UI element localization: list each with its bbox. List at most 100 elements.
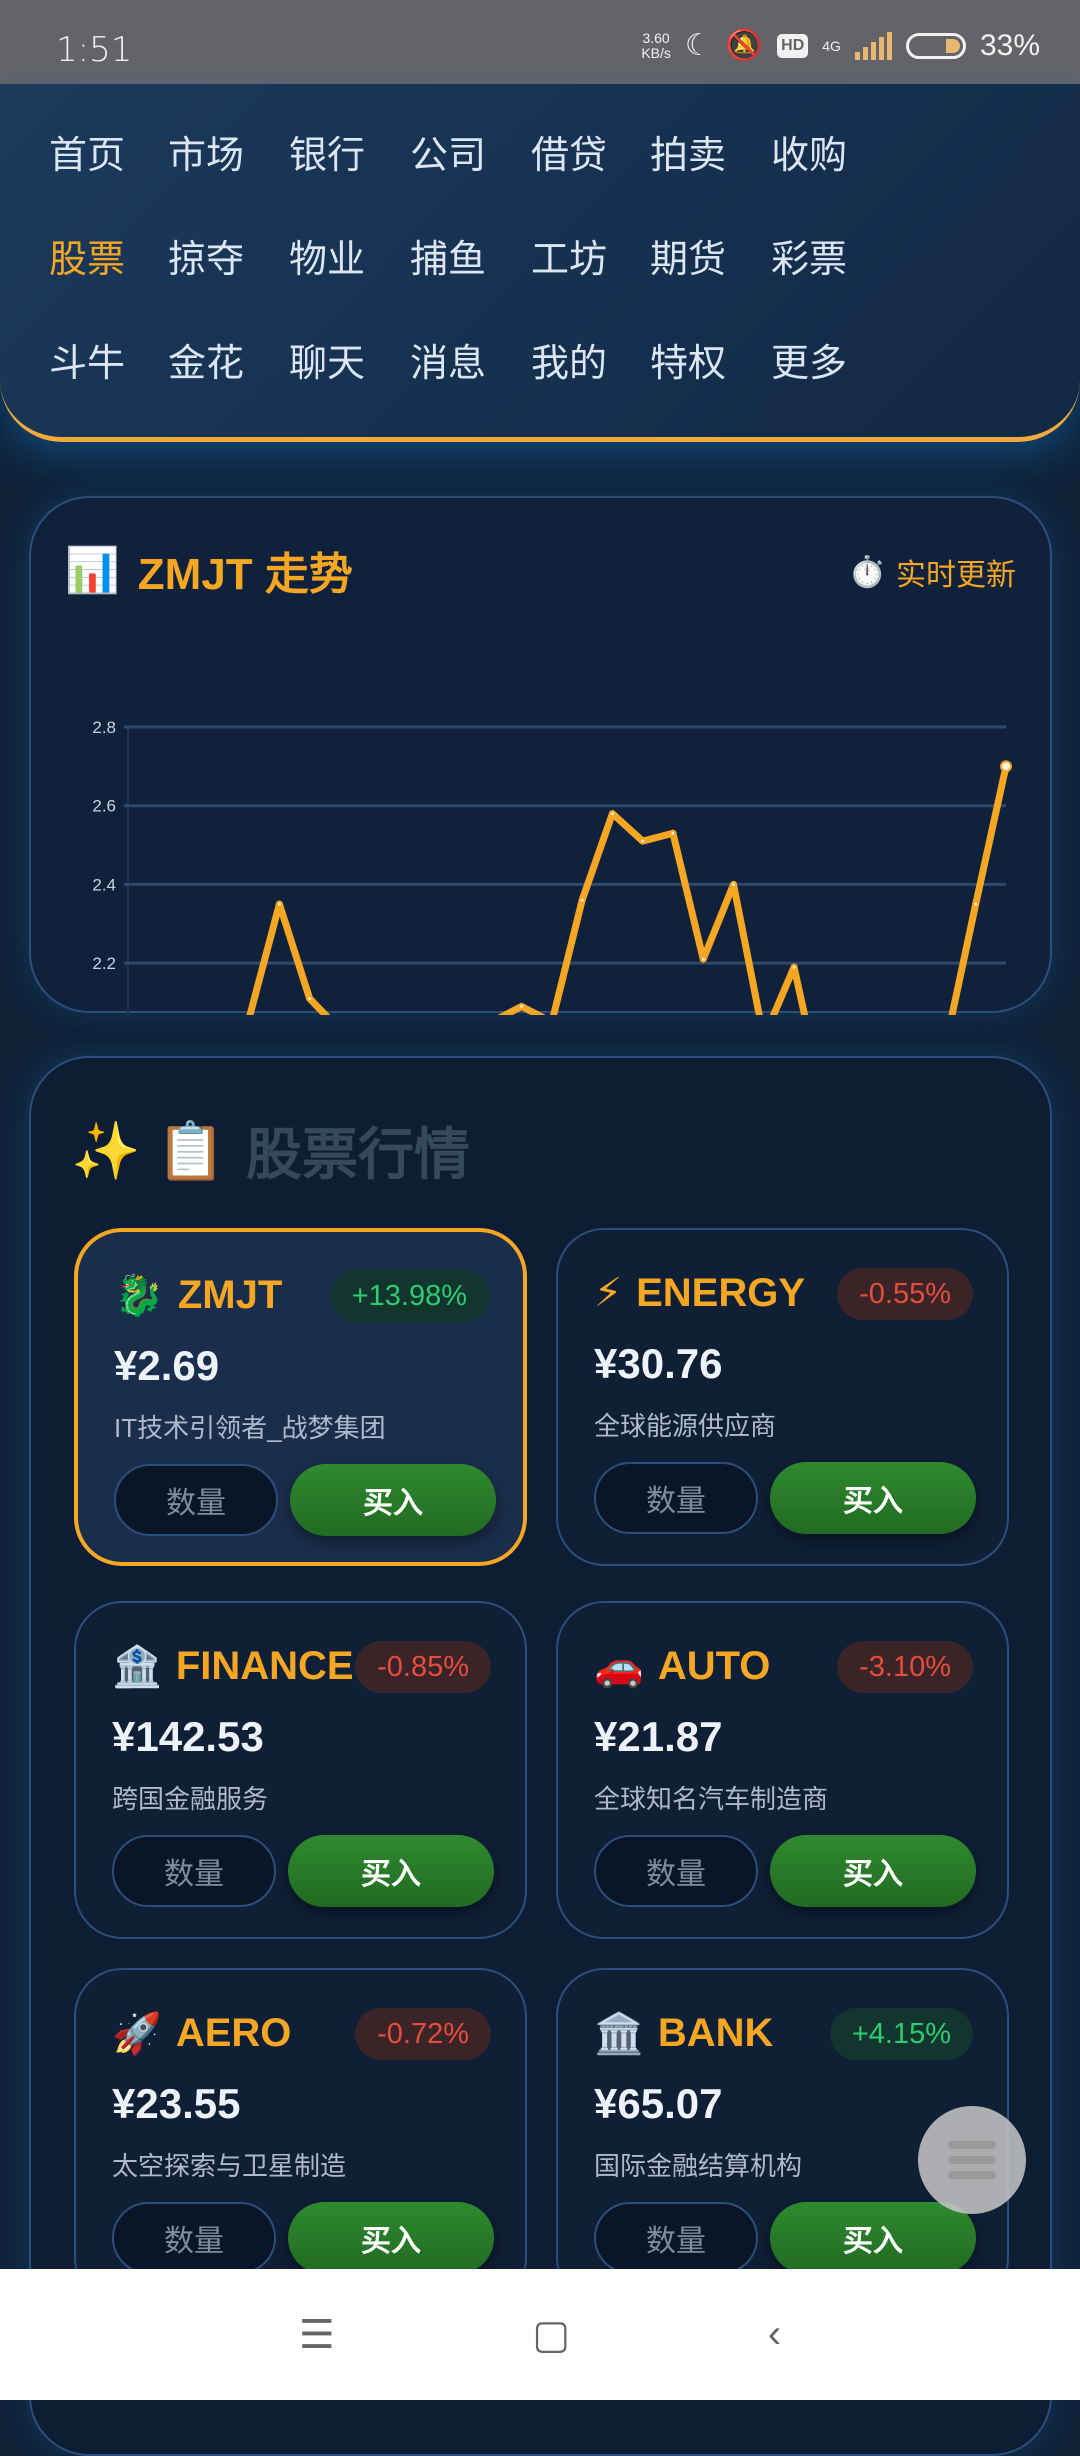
y-tick-label: 2.4 [92,875,116,894]
buy-button[interactable]: 买入 [770,1835,976,1907]
status-bar: 1:51 3.60 KB/s ☾ 🔕 HD 4G 33% [0,0,1080,84]
quantity-input[interactable]: 数量 [112,2202,276,2274]
data-point [578,896,586,904]
buy-button[interactable]: 买入 [770,1462,976,1534]
hd-icon: HD [777,33,809,58]
y-tick-label: 2.8 [92,718,116,737]
data-point [1000,760,1012,773]
signal-icon [854,31,892,60]
stock-card[interactable]: 🚗 AUTO -3.10% ¥21.87 全球知名汽车制造商 数量 买入 [556,1601,1009,1939]
moon-icon: ☾ [684,29,712,62]
nav-item[interactable]: 金花 [167,342,244,385]
nav-item[interactable]: 首页 [48,134,125,177]
y-tick-label: 2.6 [92,797,116,816]
live-update-label: 实时更新 [896,559,1016,592]
floating-menu-button[interactable] [918,2106,1026,2214]
stock-icon: ⚡ [594,1271,623,1315]
stock-description: 国际金融结算机构 [594,2151,803,2181]
stock-card[interactable]: ⚡ ENERGY -0.55% ¥30.76 全球能源供应商 数量 买入 [556,1228,1009,1566]
network-type: 4G [822,37,841,54]
quantity-input[interactable]: 数量 [594,2202,758,2274]
home-icon[interactable]: ▢ [532,2312,571,2357]
nav-item[interactable]: 捕鱼 [409,238,486,281]
stock-icon: 🚀 [112,2012,162,2056]
stock-icon: 🏛️ [594,2012,644,2056]
buy-button[interactable]: 买入 [290,1464,496,1536]
nav-item[interactable]: 彩票 [770,238,847,281]
stock-code: AERO [175,2011,292,2055]
battery-level: 33% [979,28,1040,62]
change-badge: -0.72% [355,2008,491,2060]
stock-description: 全球能源供应商 [594,1411,777,1441]
stock-icon: 🏦 [112,1645,162,1689]
change-badge: +13.98% [329,1270,489,1322]
nav-item[interactable]: 斗牛 [48,342,125,385]
nav-item[interactable]: 我的 [530,342,607,385]
stock-description: IT技术引领者_战梦集团 [114,1413,386,1443]
stock-code: AUTO [657,1644,771,1688]
stock-code: ENERGY [636,1270,806,1315]
buy-button[interactable]: 买入 [288,2202,494,2274]
main-nav: 首页 市场 银行 公司 借贷 拍卖 收购股票 掠夺 物业 捕鱼 工坊 期货 彩票斗牛 金花 聊天 消息 我的 特权… [0,84,1080,442]
stock-icon: 🚗 [594,1645,644,1689]
menu-icon[interactable]: ☰ [298,2312,335,2357]
nav-item[interactable]: 股票 [32,210,142,300]
nav-item[interactable]: 特权 [649,342,726,385]
stock-description: 太空探索与卫星制造 [112,2151,347,2181]
nav-item[interactable]: 借贷 [530,134,607,177]
nav-item[interactable]: 聊天 [288,342,365,385]
nav-item[interactable]: 公司 [409,134,486,177]
change-badge: -3.10% [837,1641,973,1693]
buy-button[interactable]: 买入 [770,2202,976,2274]
system-nav-bar: ☰ ▢ ‹ [0,2269,1080,2400]
stock-icon: 🐉 [114,1274,164,1318]
quantity-input[interactable]: 数量 [112,1835,276,1907]
stock-card[interactable]: 🐉 ZMJT +13.98% ¥2.69 IT技术引领者_战梦集团 数量 买入 [74,1228,527,1566]
stock-card[interactable]: 🚀 AERO -0.72% ¥23.55 太空探索与卫星制造 数量 买入 [74,1968,527,2306]
nav-item[interactable]: 更多 [770,342,847,385]
network-speed: 3.60 KB/s [641,29,671,61]
stock-price: ¥65.07 [594,2080,723,2127]
vibrate-off-icon: 🔕 [725,29,764,62]
nav-item[interactable]: 银行 [288,134,365,177]
battery-icon [905,32,966,59]
nav-item[interactable]: 物业 [288,238,365,281]
data-point [518,1002,526,1010]
stock-price: ¥21.87 [594,1713,723,1760]
data-point [306,995,314,1003]
stock-market-card: ✨ 📋 股票行情 🐉 ZMJT +13.98% ¥2.69 IT技术引领者_战梦集团… [29,1056,1052,2456]
sparkles-clipboard-icon: ✨ 📋 [71,1118,227,1182]
stock-card[interactable]: 🏦 FINANCE -0.85% ¥142.53 跨国金融服务 数量 买入 [74,1601,527,1939]
data-point [699,955,707,963]
stock-card[interactable]: 🏛️ BANK +4.15% ¥65.07 国际金融结算机构 数量 买入 [556,1968,1009,2306]
data-point [730,880,738,888]
data-point [608,810,616,818]
nav-item[interactable]: 工坊 [530,238,607,281]
section-title: 股票行情 [246,1123,471,1186]
data-point [639,837,647,845]
nav-item[interactable]: 掠夺 [167,238,244,281]
stock-description: 全球知名汽车制造商 [594,1784,829,1814]
data-point [669,829,677,837]
change-badge: +4.15% [829,2008,973,2060]
quantity-input[interactable]: 数量 [114,1464,278,1536]
nav-item[interactable]: 消息 [409,342,486,385]
nav-item[interactable]: 市场 [167,134,244,177]
clock: 1:51 [56,30,133,70]
data-point [275,900,283,908]
nav-item[interactable]: 收购 [770,134,847,177]
data-point [790,963,798,971]
chart-bar-icon: 📊 [65,546,120,595]
quantity-input[interactable]: 数量 [594,1462,758,1534]
stock-price: ¥30.76 [594,1340,723,1387]
data-point [972,900,980,908]
quantity-input[interactable]: 数量 [594,1835,758,1907]
nav-item[interactable]: 拍卖 [649,134,726,177]
buy-button[interactable]: 买入 [288,1835,494,1907]
nav-item[interactable]: 期货 [649,238,726,281]
stock-code: FINANCE [175,1644,354,1688]
chart-title: ZMJT 走势 [137,550,353,599]
back-icon[interactable]: ‹ [767,2312,782,2356]
change-badge: -0.55% [837,1268,973,1320]
change-badge: -0.85% [355,1641,491,1693]
